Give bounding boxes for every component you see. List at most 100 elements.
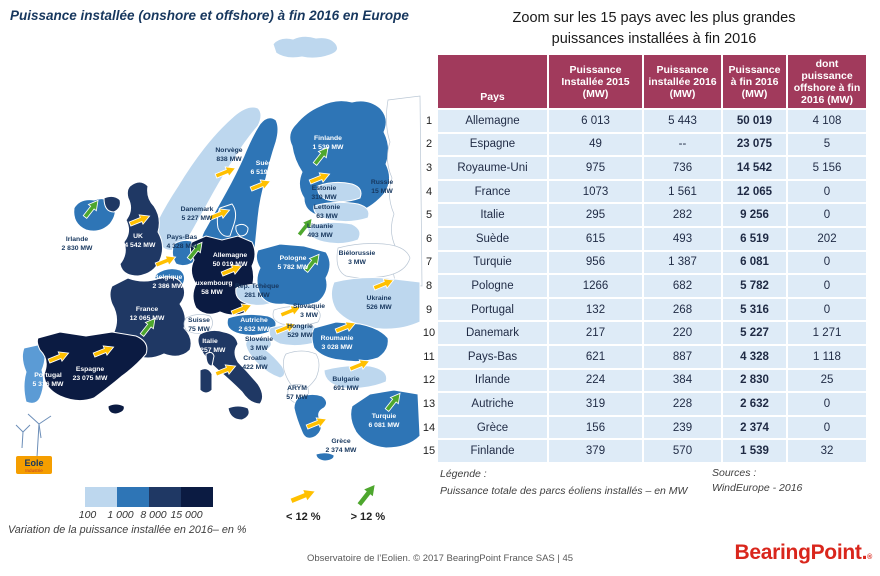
map-value-finlande: 1 539 MW <box>313 144 345 151</box>
country-finlande <box>289 100 390 219</box>
legend-note: Légende : Puissance totale des parcs éol… <box>440 466 687 500</box>
map-value-portugal: 5 316 MW <box>33 381 65 388</box>
table-cell: 736 <box>644 157 721 179</box>
map-value-luxembourg: 58 MW <box>201 289 223 296</box>
map-value-croatie: 422 MW <box>242 364 268 371</box>
map-value-uk: 14 542 MW <box>121 242 156 249</box>
country-norvege <box>154 106 262 251</box>
legend-note-title: Légende : <box>440 468 487 480</box>
map-value-belgique: 2 386 MW <box>153 283 185 290</box>
map-value-paysbas: 4 328 MW <box>167 243 199 250</box>
table-cell: 319 <box>549 393 642 415</box>
country-uk <box>119 181 164 277</box>
table-cell: Pologne <box>438 275 547 297</box>
europe-choropleth-map: Norvège 838 MW Suède 6 519 MW Finlande 1 539 … <box>15 36 423 474</box>
table-title: Zoom sur les 15 pays avec les plus grand… <box>437 8 871 50</box>
map-value-allemagne: 50 019 MW <box>213 261 248 268</box>
map-label-ukraine: Ukraine <box>367 295 392 302</box>
map-value-danemark: 5 227 MW <box>182 215 214 222</box>
map-value-turquie: 6 081 MW <box>369 422 401 429</box>
table-cell: 2 374 <box>723 416 786 439</box>
table-cell: Espagne <box>438 133 547 156</box>
map-label-portugal: Portugal <box>34 372 62 379</box>
row-rank: 15 <box>422 445 436 458</box>
map-value-lettonie: 63 MW <box>316 213 338 220</box>
map-label-allemagne: Allemagne <box>213 252 248 259</box>
country-irlande-du-nord <box>103 195 121 213</box>
table-cell: 2 830 <box>723 369 786 392</box>
table-cell: Suède <box>438 227 547 250</box>
sources-note-text: WindEurope - 2016 <box>712 482 803 495</box>
table-cell: 0 <box>788 180 866 203</box>
map-value-bulgarie: 691 MW <box>333 385 359 392</box>
scale-block <box>117 487 149 507</box>
map-value-hongrie: 529 MW <box>287 332 313 339</box>
row-rank: 1 <box>425 114 433 127</box>
map-value-autriche: 2 632 MW <box>239 326 271 333</box>
country-turquie <box>350 389 421 449</box>
row-rank: 13 <box>422 397 436 410</box>
map-label-pologne: Pologne <box>280 255 307 262</box>
table-cell: 50 019 <box>723 110 786 132</box>
table-cell: 493 <box>644 227 721 250</box>
table-cell: 0 <box>788 298 866 321</box>
table-cell: 268 <box>644 298 721 321</box>
map-label-turquie: Turquie <box>372 413 397 420</box>
eole-industrie-logo: Eole Industrie <box>15 413 52 474</box>
eole-logo-box <box>16 456 52 474</box>
arrow-legend-green: > 12 % <box>351 484 385 523</box>
map-label-paysbas: Pays-Bas <box>167 234 198 241</box>
map-value-lituanie: 493 MW <box>307 232 333 239</box>
green-arrow-icon <box>353 484 381 508</box>
map-value-roumanie: 3 028 MW <box>322 344 354 351</box>
map-label-finlande: Finlande <box>314 135 342 142</box>
map-label-bielorussie: Biélorussie <box>339 250 376 257</box>
table-title-line2: puissances installées à fin 2016 <box>551 31 757 48</box>
row-rank: 9 <box>425 303 433 316</box>
table-cell: 1 271 <box>788 322 866 344</box>
color-scale-blocks <box>85 487 213 507</box>
arrow-legend-yellow: < 12 % <box>286 484 321 523</box>
map-label-france: France <box>136 306 159 313</box>
col-header-offshore: dont puissance offshore à fin 2016 (MW) <box>788 55 866 108</box>
map-label-norvege: Norvège <box>215 147 242 154</box>
table-cell: Italie <box>438 204 547 226</box>
table-cell: 0 <box>788 251 866 274</box>
map-label-slovenie: Slovénie <box>245 336 273 343</box>
table-cell: Autriche <box>438 393 547 415</box>
table-cell: 202 <box>788 227 866 250</box>
country-irlande <box>73 198 116 232</box>
col-header-pays: Pays <box>438 55 547 108</box>
scale-label: 8 000 <box>140 509 167 521</box>
growth-arrow-legend: < 12 % > 12 % <box>286 484 385 523</box>
table-cell: Turquie <box>438 251 547 274</box>
table-cell: 1 539 <box>723 440 786 462</box>
table-cell: 1 561 <box>644 180 721 203</box>
table-cell: Pays-Bas <box>438 345 547 368</box>
map-value-arym: 57 MW <box>286 394 308 401</box>
map-value-russie: 15 MW <box>371 188 393 195</box>
color-scale-labels: 100 1 000 8 000 15 000 <box>71 509 213 521</box>
table-cell: 887 <box>644 345 721 368</box>
table-title-line1: Zoom sur les 15 pays avec les plus grand… <box>512 10 796 26</box>
table-cell: 5 443 <box>644 110 721 132</box>
table-cell: 217 <box>549 322 642 344</box>
table-cell: 0 <box>788 416 866 439</box>
sources-note: Sources : WindEurope - 2016 <box>712 466 802 496</box>
map-label-espagne: Espagne <box>76 366 105 373</box>
arrow-legend-label: < 12 % <box>286 511 321 523</box>
table-cell: -- <box>644 133 721 156</box>
row-rank: 14 <box>422 421 436 434</box>
island-sicile <box>227 405 250 421</box>
map-value-italie: 9 257 MW <box>195 347 227 354</box>
table-cell: 956 <box>549 251 642 274</box>
table-cell: 132 <box>549 298 642 321</box>
country-slovenie-croatie <box>245 337 286 379</box>
table-cell: 6 081 <box>723 251 786 274</box>
country-labels-layer: Norvège 838 MW Suède 6 519 MW Finlande 1 539 … <box>33 135 401 454</box>
table-cell: 4 328 <box>723 345 786 368</box>
sources-note-title: Sources : <box>712 467 757 479</box>
map-label-luxembourg: Luxembourg <box>191 280 232 287</box>
table-cell: 682 <box>644 275 721 297</box>
table-cell: 5 316 <box>723 298 786 321</box>
